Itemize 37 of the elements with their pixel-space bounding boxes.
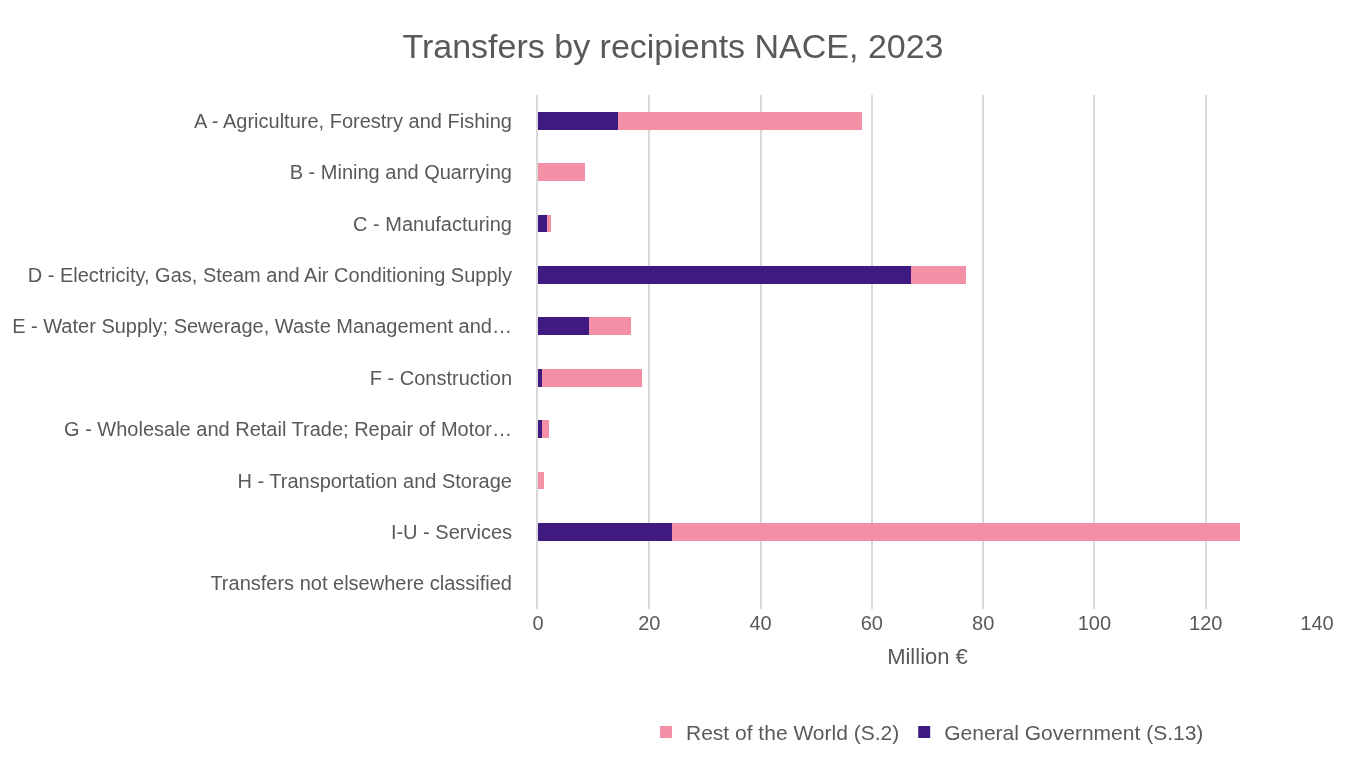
y-tick-label: F - Construction: [369, 366, 512, 389]
bar: [538, 111, 618, 130]
y-tick-label: E - Water Supply; Sewerage, Waste Management and…: [12, 315, 512, 338]
bar: [538, 163, 586, 182]
x-axis-title: Million €: [887, 643, 968, 669]
bar: [542, 420, 550, 439]
bar: [538, 522, 672, 541]
legend-label: General Government (S.13): [944, 721, 1204, 745]
bar: [538, 420, 543, 439]
y-tick-label: D - Electricity, Gas, Steam and Air Conditioning Supply: [27, 263, 512, 286]
x-tick-label: 20: [638, 612, 661, 634]
y-tick-label: I-U - Services: [390, 520, 512, 543]
x-tick-label: 100: [1077, 612, 1112, 634]
y-tick-label: C - Manufacturing: [353, 212, 512, 235]
bar: [910, 265, 967, 284]
bar: [538, 368, 543, 387]
bar: [617, 111, 863, 130]
y-tick-label: A - Agriculture, Forestry and Fishing: [194, 109, 512, 132]
bar: [538, 265, 911, 284]
y-tick-label: H - Transportation and Storage: [237, 469, 512, 492]
y-tick-label: G - Wholesale and Retail Trade; Repair of Motor…: [64, 418, 512, 441]
x-tick-label: 0: [532, 612, 544, 634]
x-tick-label: 80: [972, 612, 995, 634]
bar: [538, 214, 547, 233]
bar: [538, 471, 544, 490]
x-tick-label: 140: [1300, 612, 1334, 634]
x-tick-label: 40: [749, 612, 772, 634]
y-tick-label: B - Mining and Quarrying: [289, 161, 512, 184]
bar: [671, 522, 1241, 541]
y-tick-label: Transfers not elsewhere classified: [210, 572, 512, 595]
bar: [538, 317, 589, 336]
bar: [542, 368, 642, 387]
x-tick-label: 120: [1189, 612, 1223, 634]
bar: [588, 317, 632, 336]
chart-title: Transfers by recipients NACE, 2023: [402, 27, 944, 66]
legend-label: Rest of the World (S.2): [686, 721, 900, 745]
x-tick-label: 60: [860, 612, 883, 634]
